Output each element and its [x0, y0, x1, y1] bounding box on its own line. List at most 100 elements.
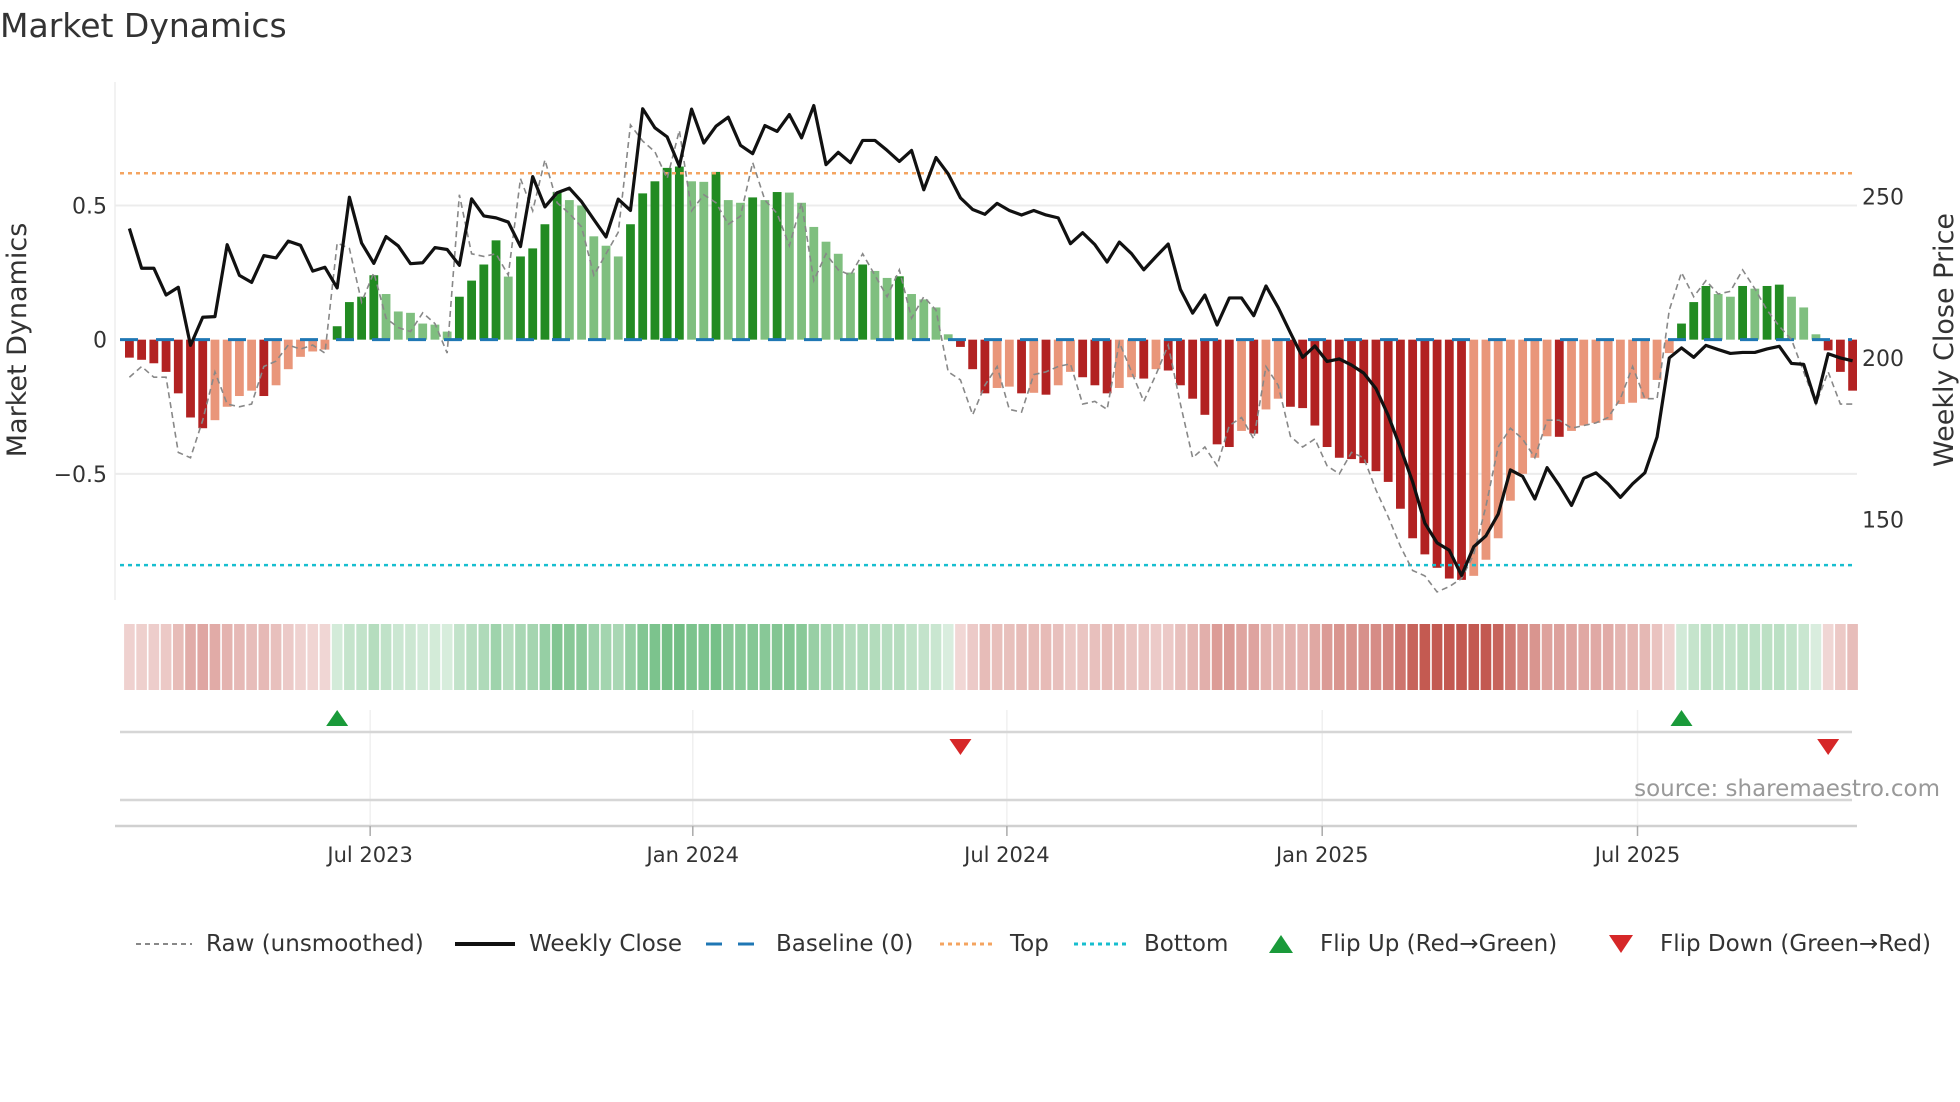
dynamics-bar — [198, 339, 208, 429]
heat-cell — [894, 624, 905, 690]
heat-cell — [124, 624, 135, 690]
reference-lines — [120, 172, 1852, 567]
heat-cell — [1052, 624, 1064, 690]
heat-cell — [234, 624, 245, 690]
dynamics-bar — [1493, 339, 1503, 539]
dynamics-bar — [1102, 339, 1112, 394]
heat-cell — [1175, 624, 1186, 690]
heat-cell — [1187, 624, 1198, 690]
dynamics-bar — [931, 307, 941, 340]
dynamics-bar — [1359, 339, 1369, 464]
heat-cell — [1822, 624, 1834, 690]
triangle-down-icon — [1609, 935, 1633, 953]
heat-cell — [441, 624, 453, 690]
dynamics-bar — [699, 181, 709, 340]
heat-cell — [564, 624, 575, 690]
heat-cell — [1712, 624, 1724, 690]
legend-label: Bottom — [1144, 931, 1229, 957]
dynamics-bar — [1004, 339, 1014, 387]
dynamics-bar — [283, 339, 293, 370]
heat-cell — [1505, 624, 1516, 690]
dynamics-bar — [528, 248, 538, 340]
heat-cell — [1272, 624, 1284, 690]
legend-raw: Raw (unsmoothed) — [136, 926, 424, 962]
heat-cell — [686, 624, 697, 690]
heat-cell — [1309, 624, 1321, 690]
dynamics-bar — [1041, 339, 1051, 395]
heat-cell — [747, 624, 758, 690]
heat-cell — [1627, 624, 1638, 690]
heat-cell — [221, 624, 233, 690]
dynamics-bar — [1835, 339, 1845, 372]
legend-label: Flip Up (Red→Green) — [1320, 931, 1558, 957]
heat-cell — [1749, 624, 1761, 690]
dynamics-bar — [430, 324, 440, 340]
heat-cell — [197, 624, 209, 690]
heat-cell — [1578, 624, 1590, 690]
chart-title: Market Dynamics — [0, 6, 287, 45]
dynamics-bar — [1787, 296, 1796, 340]
heat-cell — [1480, 624, 1492, 690]
dynamics-bar — [687, 181, 696, 340]
dynamics-bar — [149, 339, 159, 364]
heat-cell — [796, 624, 807, 690]
heat-cell — [258, 624, 270, 690]
dynamics-bar — [1200, 339, 1210, 415]
heat-cell — [172, 624, 184, 690]
heat-cell — [674, 624, 685, 690]
heat-cell — [1443, 624, 1455, 690]
grid-lines — [114, 82, 1857, 600]
legend-bottom: Bottom — [1074, 926, 1228, 962]
heat-cell — [1138, 624, 1150, 690]
dynamics-bar — [1237, 339, 1246, 431]
heat-cell — [906, 624, 917, 690]
heat-cell — [282, 624, 294, 690]
dynamics-bar — [1310, 339, 1320, 426]
heat-cell — [1162, 624, 1174, 690]
dynamics-bar — [1286, 339, 1295, 407]
heat-cell — [942, 624, 954, 690]
heat-cell — [808, 624, 820, 690]
dynamics-bar — [626, 224, 635, 340]
heat-cell — [356, 624, 367, 690]
heat-cell — [1333, 624, 1345, 690]
dynamics-bar — [1261, 339, 1271, 410]
heat-cell — [1737, 624, 1748, 690]
y-tick-label: 0 — [93, 329, 107, 354]
dynamics-bar — [1701, 285, 1711, 340]
dynamics-bar — [491, 240, 501, 340]
dynamics-bar — [760, 200, 770, 340]
dynamics-bar — [1017, 339, 1026, 394]
dynamics-bar — [711, 171, 721, 340]
dynamics-bar — [723, 200, 733, 340]
heat-cell — [160, 624, 172, 690]
flip-down-marker — [949, 739, 972, 755]
dynamics-bar — [1444, 339, 1454, 579]
dynamics-bar — [1347, 339, 1356, 460]
heat-cell — [979, 624, 991, 690]
heat-cell — [405, 624, 416, 690]
dynamics-bar — [882, 277, 892, 340]
heat-cell — [490, 624, 502, 690]
heat-cell — [515, 624, 526, 690]
heat-cell — [1431, 624, 1443, 690]
heat-cell — [1663, 624, 1675, 690]
dynamics-bar — [1603, 339, 1613, 421]
heat-cell — [295, 624, 306, 690]
dynamics-bar — [1677, 323, 1686, 340]
heat-cell — [1285, 624, 1296, 690]
y-axis-label: Market Dynamics — [2, 223, 33, 458]
heat-cell — [380, 624, 392, 690]
dynamics-bar — [1664, 339, 1674, 354]
dashed-line-swatch-icon — [136, 943, 192, 945]
dynamics-bar — [1066, 339, 1075, 372]
heat-cell — [1016, 624, 1027, 690]
dynamics-bar — [247, 339, 257, 391]
heat-cell — [1615, 624, 1626, 690]
dynamics-bar — [222, 339, 232, 407]
dynamics-bar — [968, 339, 978, 370]
dynamics-bar — [479, 264, 489, 340]
dynamics-bar — [1652, 339, 1662, 380]
heat-cell — [1028, 624, 1040, 690]
dynamics-bar — [186, 339, 195, 418]
